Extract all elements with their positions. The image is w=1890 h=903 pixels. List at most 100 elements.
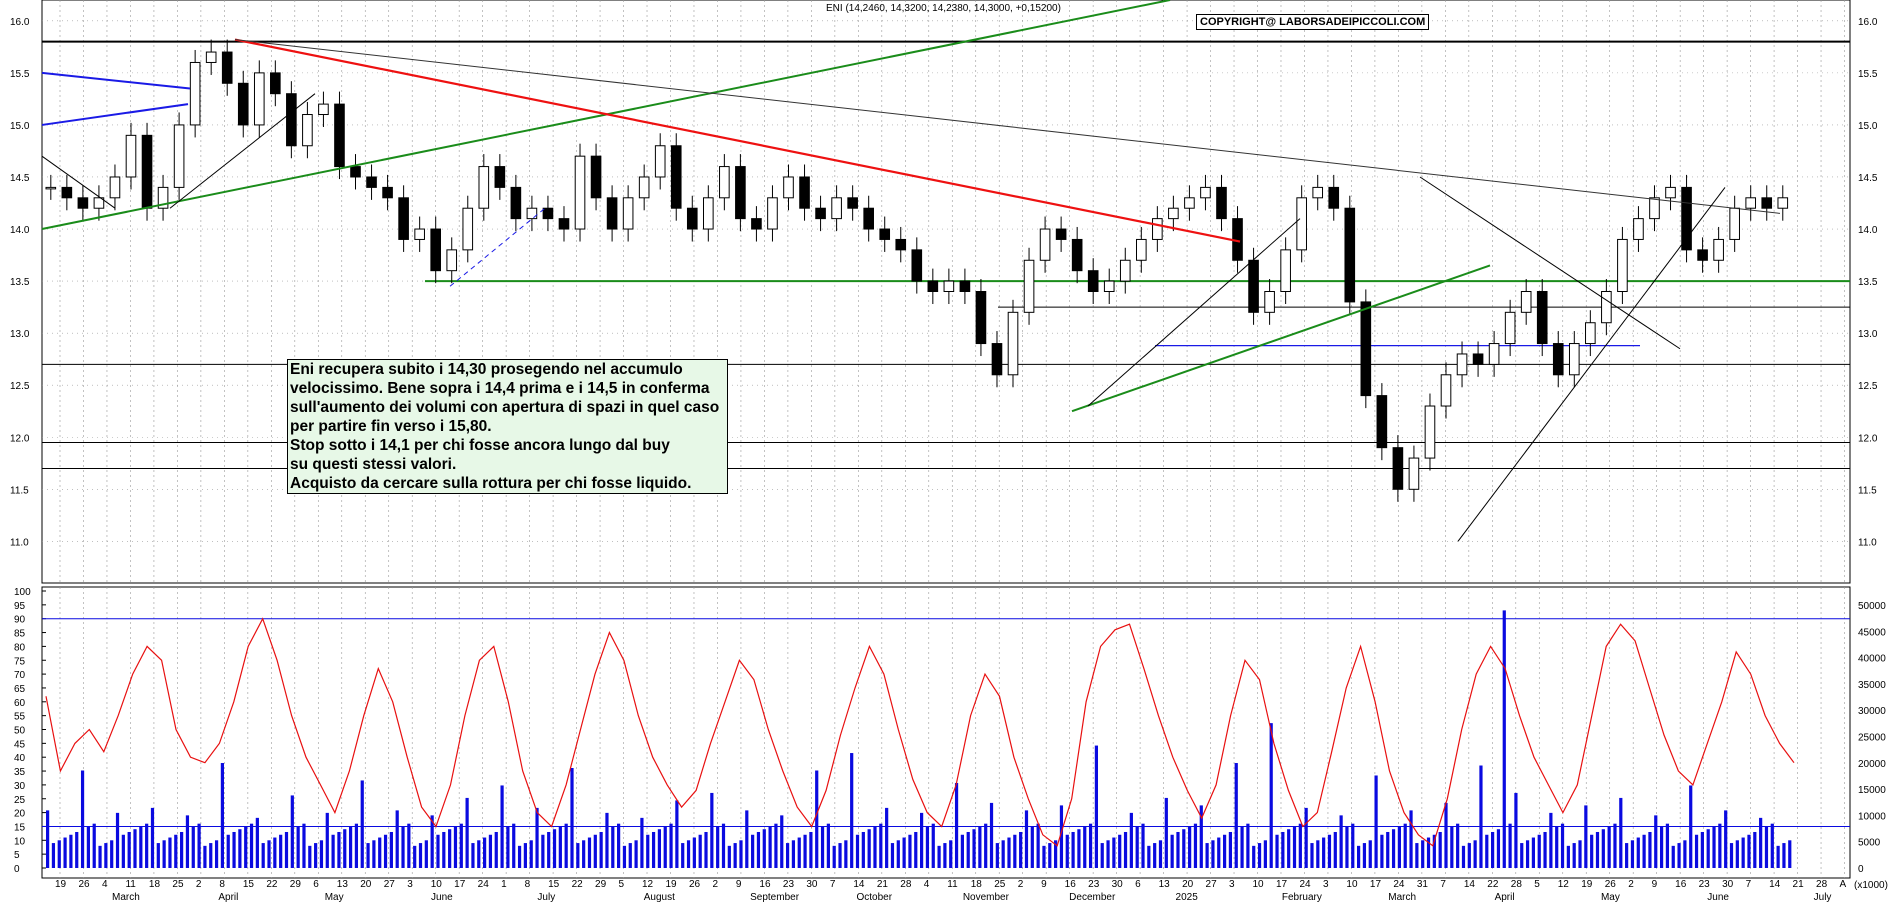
volume-bar bbox=[1001, 840, 1005, 868]
volume-bar bbox=[63, 837, 67, 868]
candle-body bbox=[686, 207, 698, 230]
volume-bar bbox=[954, 782, 959, 868]
volume-bar bbox=[86, 826, 90, 868]
volume-tick-label-left: 30 bbox=[14, 781, 26, 792]
candle-body bbox=[1264, 291, 1275, 313]
volume-bar bbox=[174, 834, 178, 868]
volume-bar bbox=[1467, 843, 1471, 868]
x-day-tick-label: 30 bbox=[1112, 879, 1124, 890]
volume-bar bbox=[51, 843, 56, 868]
volume-bar bbox=[1065, 834, 1069, 868]
candle-body bbox=[237, 82, 249, 126]
candle-body bbox=[847, 197, 858, 209]
trendline-blue bbox=[41, 103, 189, 126]
volume-bar bbox=[762, 829, 766, 868]
x-day-tick-label: 24 bbox=[1299, 879, 1311, 890]
x-day-tick-label: 19 bbox=[1581, 879, 1593, 890]
volume-bar bbox=[1048, 843, 1052, 868]
volume-bar bbox=[180, 831, 184, 868]
x-day-tick-label: 11 bbox=[947, 879, 958, 890]
candle-body bbox=[478, 166, 490, 209]
volume-bar bbox=[611, 826, 615, 868]
candle-body bbox=[783, 176, 794, 199]
volume-tick-label-right: 5000 bbox=[1858, 838, 1881, 849]
volume-bar bbox=[1386, 831, 1390, 868]
candle-body bbox=[799, 176, 810, 209]
x-day-tick-label: 14 bbox=[1464, 879, 1476, 890]
x-day-tick-label: 4 bbox=[102, 879, 108, 890]
volume-bar bbox=[529, 840, 533, 868]
volume-bar bbox=[1030, 826, 1034, 868]
volume-bar bbox=[273, 837, 277, 868]
candle-body bbox=[1440, 374, 1452, 407]
annotation-line: Acquisto da cercare sulla rottura per ch… bbox=[290, 475, 692, 492]
x-day-tick-label: 28 bbox=[1511, 879, 1523, 890]
volume-tick-label-right: 45000 bbox=[1858, 627, 1886, 638]
volume-bar bbox=[733, 843, 737, 868]
volume-bar bbox=[1590, 834, 1594, 868]
x-day-tick-label: 2 bbox=[712, 879, 718, 890]
volume-bar bbox=[337, 831, 341, 868]
volume-bar bbox=[1555, 826, 1559, 868]
volume-bar bbox=[541, 834, 545, 868]
x-day-tick-label: 28 bbox=[900, 879, 912, 890]
x-day-tick-label: 2 bbox=[1628, 879, 1634, 890]
trendline-black bbox=[169, 93, 316, 209]
volume-bar bbox=[1257, 843, 1262, 868]
volume-bar bbox=[418, 843, 423, 868]
candle-body bbox=[270, 72, 281, 95]
volume-bar bbox=[1362, 843, 1367, 868]
volume-tick-label-left: 95 bbox=[14, 601, 26, 612]
volume-bar bbox=[75, 831, 79, 868]
volume-bar bbox=[191, 826, 195, 868]
volume-bar bbox=[1357, 845, 1361, 868]
candle-body bbox=[1408, 457, 1420, 490]
volume-bar bbox=[861, 831, 865, 868]
x-month-label: December bbox=[1069, 892, 1116, 903]
x-day-tick-label: 6 bbox=[313, 879, 319, 890]
y-tick-label-left: 11.5 bbox=[10, 485, 29, 496]
volume-tick-label-left: 80 bbox=[14, 642, 26, 653]
annotation-line: per partire fin verso i 15,80. bbox=[290, 418, 492, 435]
candle-body bbox=[1055, 228, 1067, 240]
volume-bar bbox=[1636, 837, 1640, 868]
volume-bar bbox=[587, 837, 592, 868]
candle-body bbox=[1633, 218, 1644, 240]
volume-bar bbox=[1024, 810, 1029, 868]
candle-body bbox=[654, 145, 666, 178]
volume-bar bbox=[1403, 823, 1407, 868]
candle-body bbox=[318, 103, 329, 116]
candle-body bbox=[1168, 207, 1179, 220]
candle-body bbox=[510, 186, 522, 220]
candle-body bbox=[751, 218, 762, 230]
candle-body bbox=[382, 186, 393, 199]
candle-body bbox=[1296, 197, 1307, 251]
y-tick-label-right: 12.5 bbox=[1858, 381, 1878, 392]
x-day-tick-label: 13 bbox=[337, 879, 349, 890]
volume-tick-label-right: 40000 bbox=[1858, 654, 1886, 665]
volume-bar bbox=[949, 840, 953, 868]
volume-bar bbox=[1689, 785, 1693, 868]
volume-bar bbox=[244, 826, 248, 868]
candle-body bbox=[1504, 311, 1516, 345]
candle-body bbox=[1488, 343, 1500, 365]
volume-bar bbox=[1013, 834, 1017, 868]
x-day-tick-label: 23 bbox=[1088, 879, 1100, 890]
x-day-tick-label: 9 bbox=[736, 879, 742, 890]
volume-bar bbox=[1094, 745, 1099, 868]
y-tick-label-right: 12.0 bbox=[1858, 433, 1878, 444]
x-day-tick-label: 10 bbox=[431, 879, 443, 890]
volume-bar bbox=[290, 795, 294, 868]
volume-bar bbox=[319, 840, 324, 868]
volume-bar bbox=[1071, 831, 1075, 868]
y-tick-label-left: 15.5 bbox=[10, 69, 30, 80]
volume-bar bbox=[1263, 840, 1267, 868]
x-day-tick-label: 15 bbox=[243, 879, 255, 890]
volume-bar bbox=[756, 831, 761, 868]
volume-tick-label-left: 35 bbox=[14, 767, 26, 778]
volume-bar bbox=[855, 834, 860, 868]
volume-bar bbox=[1741, 837, 1745, 868]
volume-bar bbox=[255, 817, 259, 868]
x-day-tick-label: 15 bbox=[548, 879, 560, 890]
candle-body bbox=[1745, 197, 1757, 209]
